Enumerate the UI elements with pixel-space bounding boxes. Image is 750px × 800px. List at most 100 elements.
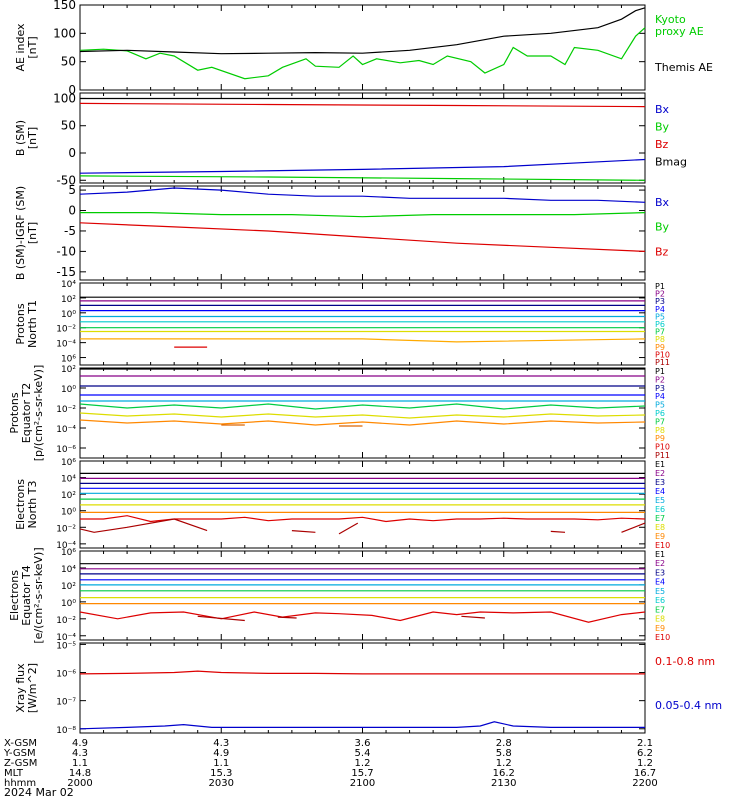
y-tick-label: 10⁻⁵ (56, 641, 76, 651)
y-axis-label: [nT] (26, 222, 39, 244)
y-axis-label: Equator T4 (20, 565, 33, 625)
y-tick-label: 10² (61, 491, 76, 501)
footer-value: 2130 (491, 778, 516, 789)
y-axis-label: [e/(cm²-s-sr-keV)] (32, 547, 45, 643)
legend-small-entry: P5 (655, 401, 665, 410)
y-tick-label: 10⁶ (61, 355, 76, 365)
y-tick-label: 50 (61, 55, 76, 69)
legend-small-entry: P8 (655, 426, 665, 435)
legend-small-entry: P9 (655, 343, 665, 352)
y-axis-label: Electrons (14, 479, 27, 530)
y-tick-label: -50 (56, 173, 76, 187)
footer-value: 16.2 (493, 768, 515, 779)
legend-small-entry: E2 (655, 559, 665, 568)
y-tick-label: 10⁻⁷ (56, 698, 76, 708)
footer-value: 2.8 (496, 738, 512, 749)
legend-small-entry: P2 (655, 290, 665, 299)
legend-small-entry: E2 (655, 469, 665, 478)
y-axis-label: Xray flux (14, 663, 27, 713)
y-tick-label: 10⁻⁴ (56, 425, 76, 435)
y-tick-label: 10⁴ (61, 475, 76, 485)
y-axis-label: Protons (8, 392, 21, 433)
y-tick-label: 10⁶ (61, 548, 76, 558)
series-line-Bx (79, 158, 646, 174)
legend-small-entry: P4 (655, 305, 665, 314)
y-tick-label: 10⁰ (61, 508, 76, 518)
footer-value: 14.8 (69, 768, 91, 779)
panel-2: -15 -10 -5 0 5 B (SM)-IGRF (SM) [nT] Bx By Bz (14, 183, 670, 281)
y-tick-label: 10⁰ (61, 385, 76, 395)
y-tick-label: 10⁻⁸ (56, 726, 76, 736)
footer-value: 2030 (209, 778, 234, 789)
legend-small-entry: P8 (655, 335, 665, 344)
legend-small-entry: E8 (655, 615, 665, 624)
series-line-By (80, 212, 646, 218)
legend-small-entry: P5 (655, 312, 665, 321)
series-line-E10c (461, 615, 485, 619)
legend-entry: Bmag (655, 156, 687, 169)
footer-group: 2024 Mar 02 X-GSM 4.9 4.3 3.6 2.8 2.1Y-GSM 4.3… (3, 738, 658, 799)
panel-frame (79, 282, 646, 366)
footer-row-label: MLT (4, 768, 24, 779)
legend-small-entry: E7 (655, 605, 665, 614)
legend-small-entry: P11 (655, 358, 670, 367)
footer-value: 1.2 (637, 758, 653, 769)
series-line-P9 (80, 338, 646, 343)
legend-small-entry: P6 (655, 409, 665, 418)
y-axis-label: North T1 (26, 300, 39, 348)
legend-entry: Themis AE (654, 61, 713, 74)
footer-value: 16.7 (634, 768, 656, 779)
footer-value: 15.3 (210, 768, 232, 779)
legend-small-entry: E10 (655, 633, 670, 642)
footer-value: 2200 (632, 778, 657, 789)
footer-value: 4.3 (72, 748, 88, 759)
legend-entry: By (655, 221, 670, 234)
y-tick-label: -15 (56, 265, 76, 279)
footer-row-label: X-GSM (4, 738, 37, 749)
legend-small-entry: P2 (655, 375, 665, 384)
legend-small-entry: P7 (655, 417, 665, 426)
series-line-P6 (79, 403, 646, 410)
y-tick-label: 0 (68, 83, 76, 97)
series-line-0.05-0.4 nm (79, 721, 645, 730)
y-tick-label: 0 (68, 204, 76, 218)
legend-small-entry: E10 (655, 541, 670, 550)
y-tick-label: 10⁻⁶ (56, 445, 76, 455)
footer-date: 2024 Mar 02 (4, 786, 74, 799)
panel-frame (79, 550, 646, 641)
legend-small-entry: P11 (655, 451, 670, 460)
series-line-By (79, 175, 646, 181)
legend-small-entry: E1 (655, 460, 665, 469)
legend-entry: Kyoto (655, 13, 686, 26)
y-axis-label: Electrons (8, 570, 21, 621)
y-tick-label: -10 (56, 244, 76, 258)
y-tick-label: 10⁻² (56, 325, 76, 335)
series-line-Bz (79, 102, 646, 108)
panel-frame (79, 4, 646, 91)
series-line-Kyoto proxy AE (79, 27, 646, 80)
footer-value: 5.4 (355, 748, 371, 759)
footer-value: 1.2 (355, 758, 371, 769)
y-tick-label: 10⁰ (61, 310, 76, 320)
legend-entry: By (655, 121, 670, 134)
series-line-0.1-0.8 nm (79, 670, 645, 675)
legend-small-entry: P10 (655, 443, 670, 452)
legend-small-entry: E4 (655, 487, 665, 496)
y-tick-label: 10⁻² (56, 524, 76, 534)
legend-small-entry: P3 (655, 297, 665, 306)
y-tick-label: 10⁻⁴ (56, 541, 76, 551)
footer-value: 1.2 (496, 758, 512, 769)
footer-value: 4.9 (213, 748, 229, 759)
legend-entry: Bz (655, 138, 669, 151)
legend-small-entry: P7 (655, 328, 665, 337)
legend-entry: Bz (655, 245, 669, 258)
footer-value: 2100 (350, 778, 375, 789)
legend-small-entry: E9 (655, 624, 665, 633)
y-axis-label: Protons (14, 303, 27, 344)
panel-7: 10⁻⁸ 10⁻⁷ 10⁻⁶ 10⁻⁵ Xray flux [W/m^2] 0.1-0.8 … (14, 641, 722, 735)
y-axis-label: North T3 (26, 481, 39, 529)
y-axis-label: B (SM) (14, 120, 27, 156)
